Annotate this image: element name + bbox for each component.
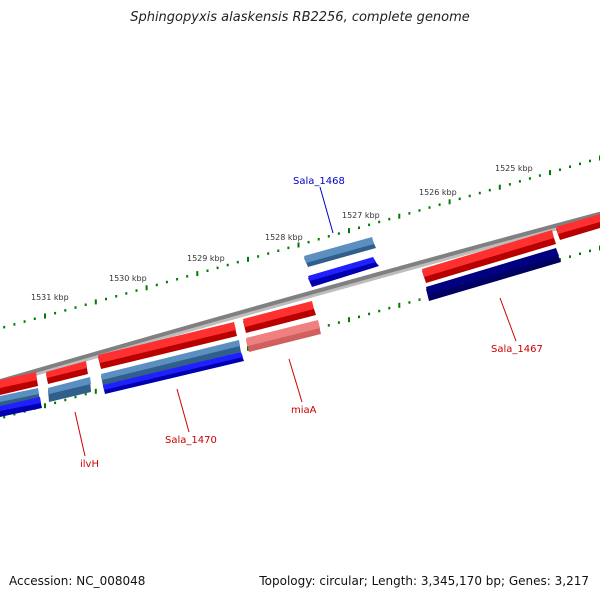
feature-reverse-steel-ilvH[interactable] bbox=[48, 377, 91, 402]
feature-sala-1468[interactable] bbox=[304, 237, 376, 267]
scale-label-1525: 1525 kbp bbox=[495, 164, 533, 173]
backbone-line bbox=[0, 211, 600, 384]
feature-forward-red-edge[interactable] bbox=[0, 372, 38, 395]
scale-label-1529: 1529 kbp bbox=[187, 254, 225, 263]
gene-label-sala-1470[interactable]: Sala_1470 bbox=[165, 435, 217, 446]
callout-line-ilvH bbox=[74, 411, 86, 457]
feature-reverse-pink-miaA[interactable] bbox=[246, 320, 321, 352]
feature-forward-red-1470-top[interactable] bbox=[98, 322, 237, 369]
gene-label-sala-1467[interactable]: Sala_1467 bbox=[491, 344, 543, 355]
feature-reverse-blue-edge[interactable] bbox=[0, 397, 42, 417]
gene-label-sala-1468[interactable]: Sala_1468 bbox=[293, 176, 345, 187]
feature-reverse-steel-1470[interactable] bbox=[101, 340, 241, 386]
scale-label-1528: 1528 kbp bbox=[265, 233, 303, 242]
callout-lines bbox=[74, 186, 517, 457]
feature-forward-red-1467[interactable] bbox=[422, 230, 556, 283]
accession-text: Accession: NC_008048 bbox=[9, 574, 146, 588]
feature-forward-red-miaA-top[interactable] bbox=[243, 301, 316, 333]
feature-forward-red-right[interactable] bbox=[556, 214, 600, 240]
feature-reverse-blue-1468[interactable] bbox=[308, 257, 379, 287]
scale-label-1527: 1527 kbp bbox=[342, 211, 380, 220]
feature-reverse-steel-edge[interactable] bbox=[0, 388, 40, 408]
feature-reverse-navy-1467[interactable] bbox=[426, 248, 561, 301]
callout-line-sala-1468 bbox=[319, 186, 334, 234]
map-title: Sphingopyxis alaskensis RB2256, complete… bbox=[130, 10, 470, 25]
outer-tick-ring bbox=[3, 155, 600, 329]
feature-forward-red-ilvH-top[interactable] bbox=[46, 361, 88, 384]
gene-label-ilvH[interactable]: ilvH bbox=[80, 459, 99, 470]
gene-label-miaA[interactable]: miaA bbox=[291, 405, 317, 416]
genome-summary: Topology: circular; Length: 3,345,170 bp… bbox=[259, 574, 589, 588]
backbone bbox=[0, 211, 600, 387]
scale-label-1531: 1531 kbp bbox=[31, 293, 69, 302]
feature-reverse-blue-1470[interactable] bbox=[103, 352, 244, 394]
gene-labels: Sala_1468 Sala_1467 miaA Sala_1470 ilvH bbox=[80, 176, 543, 470]
reverse-features bbox=[0, 248, 561, 417]
callout-line-miaA bbox=[288, 358, 303, 403]
scale-label-1530: 1530 kbp bbox=[109, 274, 147, 283]
forward-features bbox=[0, 214, 600, 395]
scale-labels: 1525 kbp 1526 kbp 1527 kbp 1528 kbp 1529… bbox=[31, 164, 533, 302]
scale-label-1526: 1526 kbp bbox=[419, 188, 457, 197]
callout-line-sala-1467 bbox=[499, 297, 517, 342]
callout-line-sala-1470 bbox=[176, 388, 190, 433]
